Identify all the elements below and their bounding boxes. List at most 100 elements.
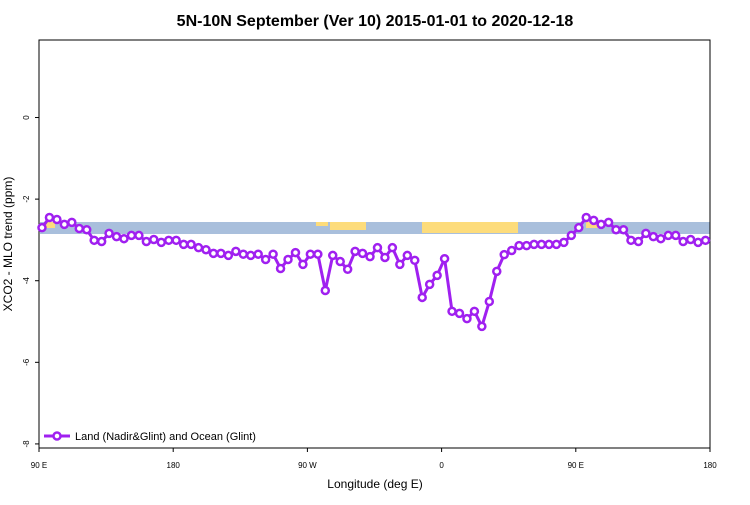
data-point bbox=[126, 230, 137, 241]
data-point bbox=[395, 259, 405, 270]
data-point bbox=[104, 228, 114, 239]
data-point bbox=[171, 235, 181, 246]
y-axis-label: XCO2 - MLO trend (ppm) bbox=[1, 177, 15, 312]
data-point bbox=[59, 219, 70, 230]
data-point bbox=[633, 236, 644, 247]
y-tick-label: 0 bbox=[22, 115, 31, 120]
data-point bbox=[268, 249, 278, 259]
data-point bbox=[410, 255, 420, 266]
data-point bbox=[327, 250, 338, 261]
data-point bbox=[81, 224, 92, 235]
chart-title: 5N-10N September (Ver 10) 2015-01-01 to … bbox=[177, 13, 574, 30]
data-point bbox=[559, 237, 569, 248]
data-point bbox=[439, 253, 450, 264]
data-point bbox=[469, 306, 480, 317]
data-point bbox=[365, 251, 375, 262]
data-point bbox=[656, 233, 666, 244]
data-point bbox=[96, 236, 107, 247]
data-point bbox=[44, 212, 55, 223]
plot-frame bbox=[38, 39, 711, 449]
x-tick-label: 180 bbox=[703, 461, 717, 470]
data-point bbox=[178, 239, 189, 250]
data-point bbox=[648, 231, 659, 242]
data-point bbox=[111, 231, 122, 242]
data-point bbox=[492, 266, 502, 277]
data-point bbox=[514, 240, 524, 251]
data-point bbox=[275, 263, 286, 274]
data-point bbox=[298, 259, 308, 270]
data-point bbox=[372, 242, 383, 253]
data-point bbox=[119, 233, 129, 244]
data-point bbox=[313, 249, 323, 259]
data-point bbox=[52, 214, 62, 225]
data-point bbox=[245, 250, 256, 261]
x-tick-label: 90 E bbox=[31, 461, 47, 470]
data-point bbox=[566, 230, 577, 241]
data-point bbox=[536, 239, 547, 250]
data-point bbox=[551, 239, 562, 250]
data-point bbox=[477, 321, 487, 332]
data-point bbox=[447, 306, 457, 317]
y-tick-label: -2 bbox=[22, 195, 31, 203]
data-point bbox=[260, 254, 271, 265]
data-point bbox=[641, 228, 651, 239]
data-point bbox=[231, 246, 241, 257]
data-point bbox=[574, 222, 584, 233]
data-point bbox=[141, 236, 152, 247]
data-point bbox=[596, 219, 606, 230]
data-point bbox=[238, 249, 249, 259]
y-tick-label: -8 bbox=[22, 440, 31, 448]
data-point bbox=[678, 236, 688, 247]
data-point bbox=[670, 230, 681, 241]
data-point bbox=[305, 249, 316, 259]
data-point bbox=[529, 239, 539, 250]
data-point bbox=[335, 256, 345, 267]
data-point bbox=[253, 249, 263, 259]
data-point bbox=[186, 239, 196, 250]
data-point bbox=[37, 222, 47, 233]
data-point bbox=[618, 224, 629, 235]
data-point bbox=[134, 230, 144, 241]
data-point bbox=[149, 234, 159, 245]
y-tick-label: -4 bbox=[22, 277, 31, 285]
data-point bbox=[223, 250, 234, 261]
legend-marker bbox=[52, 431, 62, 441]
data-point bbox=[380, 252, 390, 263]
x-tick-label: 0 bbox=[439, 461, 444, 470]
data-point bbox=[342, 264, 353, 275]
legend: Land (Nadir&Glint) and Ocean (Glint) bbox=[44, 431, 256, 443]
data-point bbox=[283, 254, 293, 265]
data-point bbox=[462, 313, 472, 324]
x-tick-label: 90 W bbox=[298, 461, 317, 470]
data-point bbox=[521, 240, 532, 251]
data-point bbox=[581, 212, 591, 223]
data-point bbox=[193, 242, 204, 253]
data-point bbox=[290, 247, 301, 258]
data-point bbox=[484, 296, 495, 307]
data-point bbox=[663, 230, 673, 241]
data-point bbox=[387, 242, 398, 253]
data-point bbox=[74, 223, 85, 234]
y-tick-label: -6 bbox=[22, 358, 31, 366]
x-axis-label: Longitude (deg E) bbox=[327, 477, 422, 491]
data-point bbox=[693, 237, 703, 248]
land-ocean-strip bbox=[40, 222, 710, 234]
data-point bbox=[454, 308, 465, 319]
data-point bbox=[357, 248, 368, 259]
data-point bbox=[700, 235, 711, 246]
x-tick-label: 90 E bbox=[568, 461, 584, 470]
legend-label: Land (Nadir&Glint) and Ocean (Glint) bbox=[75, 431, 256, 443]
data-point bbox=[544, 239, 554, 250]
data-point bbox=[320, 285, 331, 296]
data-point bbox=[424, 279, 435, 290]
data-point bbox=[201, 244, 211, 255]
data-point bbox=[89, 235, 99, 246]
data-point bbox=[611, 224, 621, 235]
data-point bbox=[208, 248, 219, 259]
x-tick-label: 180 bbox=[167, 461, 181, 470]
data-point bbox=[499, 249, 509, 260]
data-point bbox=[350, 246, 360, 257]
data-point bbox=[402, 250, 413, 261]
data-point bbox=[417, 292, 427, 303]
